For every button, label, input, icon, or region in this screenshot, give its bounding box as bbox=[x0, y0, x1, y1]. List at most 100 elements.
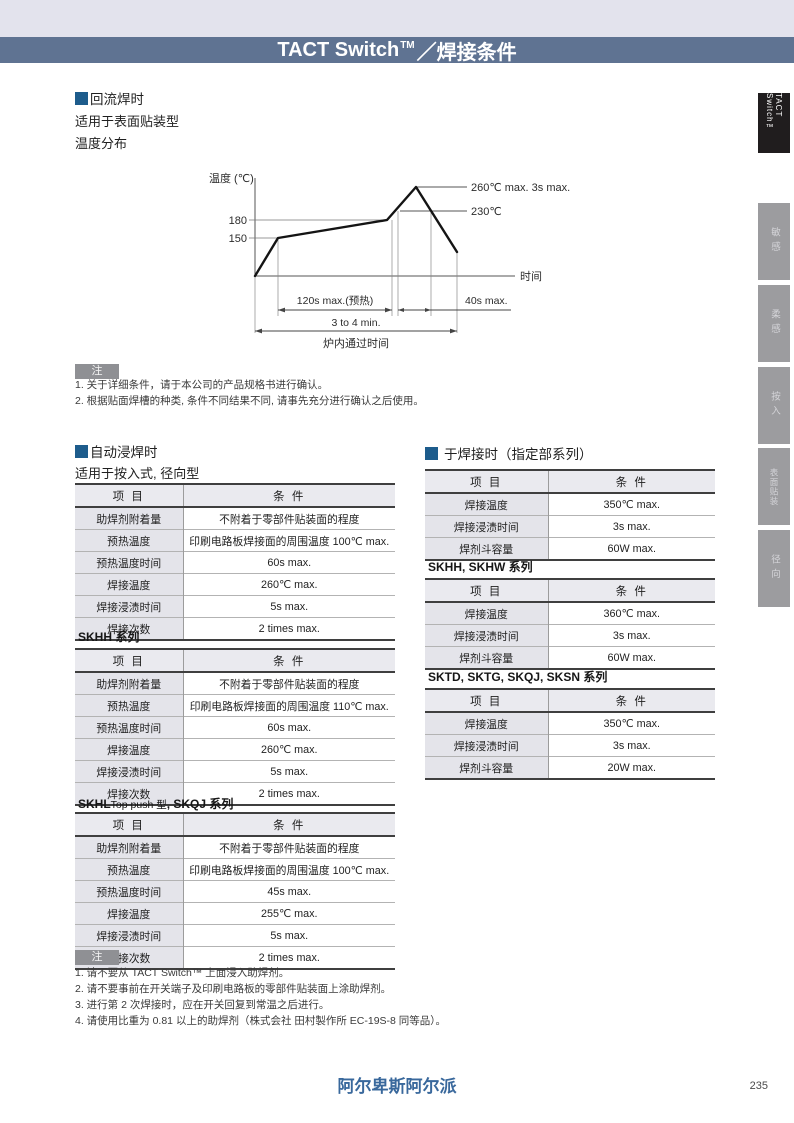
column-header-item: 项 目 bbox=[425, 579, 549, 603]
condition-cell: 350℃ max. bbox=[603, 499, 661, 511]
temperature-profile-line bbox=[253, 185, 459, 278]
column-header-item: 项 目 bbox=[75, 484, 184, 508]
dip-skhh-table: 项 目 条 件 助焊剂附着量 不附着于零部件贴装面的程度 预热温度 印刷电路板焊接面… bbox=[75, 648, 395, 806]
condition-cell: 印刷电路板焊接面的周围温度 100℃ max. bbox=[183, 858, 395, 881]
table-row: 焊接温度 350℃ max. bbox=[425, 712, 715, 735]
item-cell: 焊接浸渍时间 bbox=[75, 595, 184, 618]
reflow-section-heading: 回流焊时 bbox=[75, 88, 144, 108]
dip-main-table: 项 目 条 件 助焊剂附着量 不附着于零部件贴装面的程度 预热温度 印刷电路板焊接面… bbox=[75, 483, 395, 641]
footer-brand: 阿尔卑斯阿尔派 bbox=[337, 1077, 457, 1096]
reflow-note-badge: 注 bbox=[75, 364, 119, 379]
item-cell: 助焊剂附着量 bbox=[75, 672, 184, 695]
condition-cell: 不附着于零部件贴装面的程度 bbox=[219, 842, 360, 855]
series-title-bold-2: , SKQJ 系列 bbox=[166, 797, 234, 811]
peak-annotation: 260℃ max. 3s max. bbox=[471, 182, 570, 194]
table-header-row: 项 目 条 件 bbox=[75, 484, 395, 508]
iron-sktd-table: 项 目 条 件 焊接温度 350℃ max. 焊接浸渍时间 3s max. 焊剂斗容… bbox=[425, 688, 715, 780]
chart-axes bbox=[254, 178, 515, 277]
condition-cell: 3s max. bbox=[548, 624, 715, 647]
page-title-banner: TACT Switch TM ／焊接条件 bbox=[0, 37, 794, 64]
table-row: 预热温度时间 45s max. bbox=[75, 880, 395, 903]
table-header-row: 项 目 条 件 bbox=[425, 470, 715, 494]
section-marker-icon bbox=[425, 446, 438, 460]
column-header-condition: 条 件 bbox=[548, 689, 715, 713]
iron-section-heading: 于焊接时（指定部系列） bbox=[425, 443, 593, 463]
table-header-row: 项 目 条 件 bbox=[425, 579, 715, 603]
x-axis-label: 时间 bbox=[520, 270, 542, 283]
table-header-row: 项 目 条 件 bbox=[425, 689, 715, 713]
reflow-section-title: 回流焊时 bbox=[90, 92, 144, 107]
page-title-suffix: ／焊接条件 bbox=[416, 41, 517, 64]
item-cell: 焊接温度 bbox=[75, 573, 184, 596]
item-cell: 焊接浸渍时间 bbox=[425, 624, 549, 647]
item-cell: 焊接温度 bbox=[75, 902, 184, 925]
item-cell: 助焊剂附着量 bbox=[75, 507, 184, 530]
condition-cell: 2 times max. bbox=[183, 782, 395, 805]
table-row: 焊接温度 350℃ max. bbox=[425, 493, 715, 516]
index-tab-tact-switch: TACT Switch™ bbox=[758, 93, 790, 153]
reflow-note-1: 1. 关于详细条件，请于本公司的产品规格书进行确认。 bbox=[75, 379, 329, 391]
item-cell: 预热温度 bbox=[75, 858, 184, 881]
index-tab-push-in: 按入 bbox=[758, 367, 790, 444]
item-cell: 焊接浸渍时间 bbox=[425, 734, 549, 757]
sktd-series-title: SKTD, SKTG, SKQJ, SKSN 系列 bbox=[428, 670, 608, 684]
table-row: 预热温度时间 60s max. bbox=[75, 551, 395, 574]
table-row: 焊接浸渍时间 3s max. bbox=[425, 624, 715, 647]
condition-cell: 260℃ max. bbox=[183, 738, 395, 761]
index-tab-soft: 柔感 bbox=[758, 285, 790, 362]
table-row: 焊剂斗容量 60W max. bbox=[425, 646, 715, 669]
furnace-time-caption: 炉内通过时间 bbox=[323, 336, 389, 350]
index-tab-sensitive: 敏感 bbox=[758, 203, 790, 280]
item-cell: 助焊剂附着量 bbox=[75, 836, 184, 859]
dip-note-3: 3. 进行第 2 次焊接时，应在开关回复到常温之后进行。 bbox=[75, 999, 330, 1011]
y-axis-label: 温度 (℃) bbox=[209, 171, 254, 185]
chart-dimension-lines bbox=[255, 309, 511, 332]
item-cell: 焊接次数 bbox=[75, 782, 184, 805]
page-number: 235 bbox=[749, 1080, 768, 1092]
column-header-condition: 条 件 bbox=[548, 579, 715, 603]
column-header-item: 项 目 bbox=[425, 689, 549, 713]
item-cell: 焊剂斗容量 bbox=[425, 756, 549, 779]
table-row: 焊接浸渍时间 5s max. bbox=[75, 760, 395, 783]
condition-cell: 3s max. bbox=[548, 515, 715, 538]
dip-section-heading: 自动浸焊时 bbox=[75, 441, 158, 461]
reflow-subtitle: 适用于表面贴装型 bbox=[75, 114, 180, 129]
table-row: 焊接温度 255℃ max. bbox=[75, 902, 395, 925]
reflow-subtitle-2: 温度分布 bbox=[75, 136, 128, 151]
condition-cell: 360℃ max. bbox=[603, 608, 661, 620]
item-cell: 焊接浸渍时间 bbox=[425, 515, 549, 538]
preheat-duration-label: 120s max.(预热) bbox=[297, 294, 373, 307]
item-cell: 焊接浸渍时间 bbox=[75, 924, 184, 947]
chart-dimension-arrows bbox=[255, 307, 457, 334]
table-row: 焊接温度 260℃ max. bbox=[75, 738, 395, 761]
item-cell: 焊接温度 bbox=[425, 493, 549, 516]
item-cell: 焊接温度 bbox=[425, 602, 549, 625]
item-cell: 焊剂斗容量 bbox=[425, 646, 549, 669]
skhh-series-title: SKHH 系列 bbox=[78, 630, 140, 644]
table-row: 助焊剂附着量 不附着于零部件贴装面的程度 bbox=[75, 836, 395, 859]
condition-cell: 260℃ max. bbox=[183, 573, 395, 596]
series-title-regular: Top push 型 bbox=[110, 799, 167, 811]
condition-cell: 20W max. bbox=[548, 756, 715, 779]
table-row: 焊接次数 2 times max. bbox=[75, 617, 395, 640]
table-row: 焊剂斗容量 20W max. bbox=[425, 756, 715, 779]
annotation-230c: 230℃ bbox=[471, 206, 502, 218]
condition-cell: 5s max. bbox=[183, 760, 395, 783]
total-time-label: 3 to 4 min. bbox=[331, 317, 380, 329]
index-tab-radial: 径向 bbox=[758, 530, 790, 607]
table-row: 焊接温度 360℃ max. bbox=[425, 602, 715, 625]
reflow-temperature-profile-chart: 温度 (℃) 180 150 260℃ max. 3s max. 230℃ 时间… bbox=[209, 171, 570, 350]
top-margin-band bbox=[0, 0, 794, 37]
index-tab-smt: 表面贴装 bbox=[758, 448, 790, 525]
chart-guide-lines bbox=[254, 211, 458, 333]
table-row: 焊接浸渍时间 3s max. bbox=[425, 734, 715, 757]
table-row: 预热温度 印刷电路板焊接面的周围温度 110℃ max. bbox=[75, 694, 395, 717]
tick-label-180: 180 bbox=[229, 215, 247, 227]
condition-cell: 5s max. bbox=[183, 595, 395, 618]
condition-cell: 2 times max. bbox=[183, 617, 395, 640]
item-cell: 焊剂斗容量 bbox=[425, 537, 549, 560]
condition-cell: 60W max. bbox=[548, 646, 715, 669]
condition-cell: 255℃ max. bbox=[183, 902, 395, 925]
table-row: 预热温度时间 60s max. bbox=[75, 716, 395, 739]
